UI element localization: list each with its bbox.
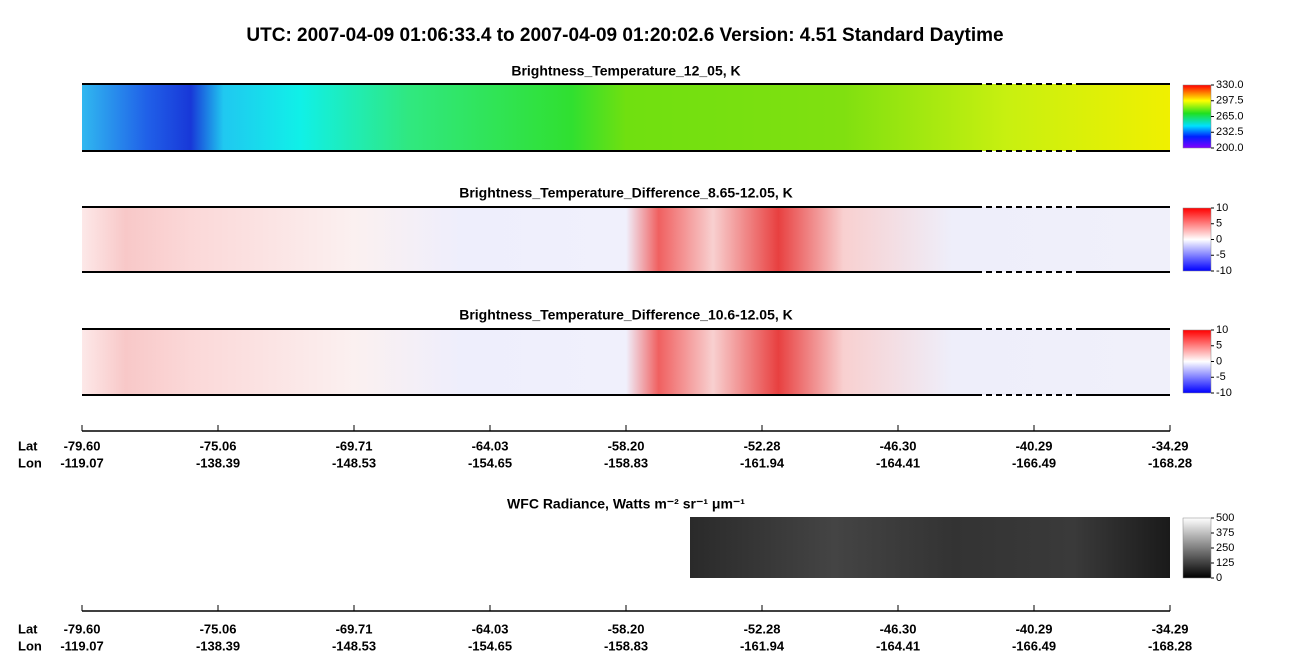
lon-label: -158.83 [604, 638, 648, 653]
lon-label: -158.83 [604, 455, 648, 470]
lon-label: -166.49 [1012, 638, 1056, 653]
lat-label: -58.20 [608, 438, 645, 453]
lat-label: -69.71 [336, 621, 373, 636]
lat-label: -52.28 [744, 621, 781, 636]
colorbar-tick-label: 200.0 [1216, 142, 1244, 154]
lat-label: -75.06 [200, 621, 237, 636]
colorbar-tick-label: 375 [1216, 527, 1234, 539]
colorbar-tick-label: 265.0 [1216, 110, 1244, 122]
colorbar-tick-label: 0 [1216, 355, 1222, 367]
lat-label: -34.29 [1152, 621, 1189, 636]
lat-label: -40.29 [1016, 621, 1053, 636]
lat-label: -34.29 [1152, 438, 1189, 453]
lat-label: -46.30 [880, 438, 917, 453]
colorbar [1182, 207, 1212, 272]
lat-label: -58.20 [608, 621, 645, 636]
colorbar-tick-label: -10 [1216, 387, 1232, 399]
colorbar-tick-label: -10 [1216, 265, 1232, 277]
lon-label: -138.39 [196, 455, 240, 470]
colorbar-tick-label: 10 [1216, 324, 1228, 336]
lon-label: -164.41 [876, 638, 920, 653]
lat-label: -79.60 [64, 438, 101, 453]
colorbar-tick-label: 0 [1216, 572, 1222, 584]
lon-label: -148.53 [332, 638, 376, 653]
lat-label: -46.30 [880, 621, 917, 636]
colorbar [1182, 84, 1212, 149]
lon-label: -148.53 [332, 455, 376, 470]
colorbar-tick-label: 125 [1216, 557, 1234, 569]
colorbar [1182, 517, 1212, 579]
lat-label: -52.28 [744, 438, 781, 453]
lon-label: -161.94 [740, 638, 785, 653]
panel-image [690, 517, 1170, 578]
panel-image [82, 207, 1170, 272]
colorbar-tick-label: 0 [1216, 233, 1222, 245]
axis-row-label: Lon [18, 638, 42, 653]
panel-image [82, 84, 1170, 151]
colorbar-tick-label: 5 [1216, 340, 1222, 352]
lon-label: -119.07 [60, 638, 103, 653]
page-title: UTC: 2007-04-09 01:06:33.4 to 2007-04-09… [246, 25, 1003, 46]
panel-title: Brightness_Temperature_Difference_8.65-1… [459, 185, 793, 201]
colorbar-tick-label: 10 [1216, 202, 1228, 214]
lon-label: -119.07 [60, 455, 103, 470]
colorbar-tick-label: 232.5 [1216, 126, 1244, 138]
panel-image [82, 329, 1170, 395]
lon-label: -161.94 [740, 455, 785, 470]
axis-row-label: Lat [18, 438, 38, 453]
axis-row-label: Lon [18, 455, 42, 470]
colorbar-tick-label: 330.0 [1216, 79, 1244, 91]
lon-label: -154.65 [468, 638, 512, 653]
lat-label: -40.29 [1016, 438, 1053, 453]
lon-label: -164.41 [876, 455, 920, 470]
lat-label: -75.06 [200, 438, 237, 453]
colorbar [1182, 329, 1212, 394]
panel-title: Brightness_Temperature_Difference_10.6-1… [459, 307, 793, 323]
lon-label: -168.28 [1148, 638, 1192, 653]
panel-title: WFC Radiance, Watts m⁻² sr⁻¹ μm⁻¹ [507, 496, 745, 512]
colorbar-tick-label: 297.5 [1216, 95, 1244, 107]
panel-title: Brightness_Temperature_12_05, K [511, 63, 740, 79]
lon-label: -168.28 [1148, 455, 1192, 470]
lat-label: -79.60 [64, 621, 101, 636]
axis-row-label: Lat [18, 621, 38, 636]
colorbar-tick-label: -5 [1216, 371, 1226, 383]
lat-label: -64.03 [472, 438, 509, 453]
lat-label: -64.03 [472, 621, 509, 636]
lon-label: -166.49 [1012, 455, 1056, 470]
lon-label: -138.39 [196, 638, 240, 653]
colorbar-tick-label: 250 [1216, 542, 1234, 554]
colorbar-tick-label: 500 [1216, 512, 1234, 524]
colorbar-tick-label: -5 [1216, 249, 1226, 261]
lon-label: -154.65 [468, 455, 512, 470]
lat-label: -69.71 [336, 438, 373, 453]
colorbar-tick-label: 5 [1216, 218, 1222, 230]
